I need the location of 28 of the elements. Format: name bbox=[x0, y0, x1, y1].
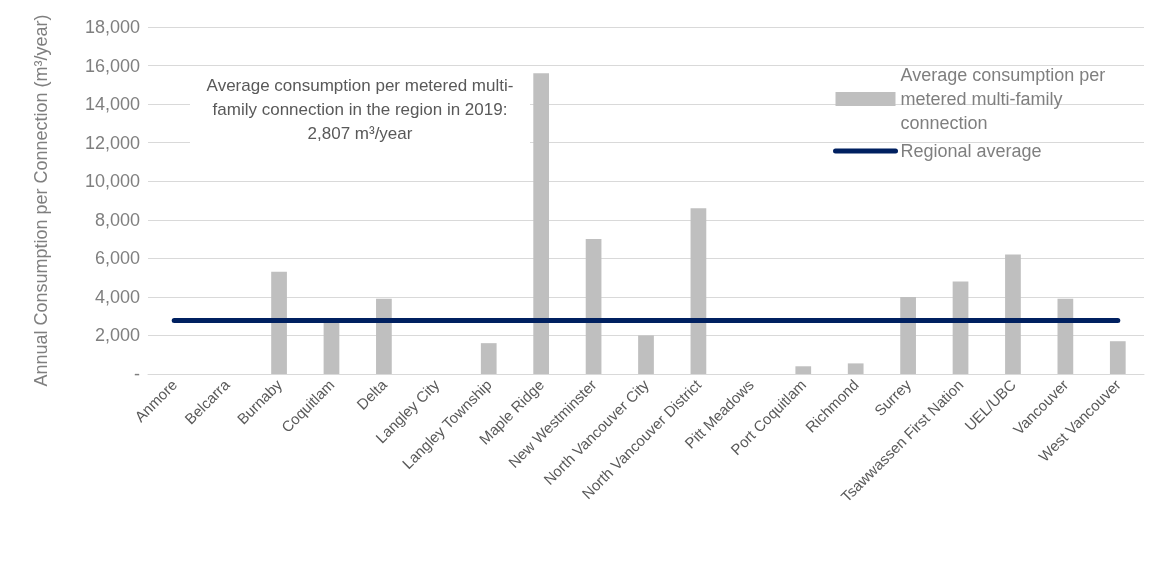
y-axis-title: Annual Consumption per Connection (m³/year) bbox=[31, 14, 51, 387]
y-tick-label: 12,000 bbox=[84, 132, 140, 153]
legend-label: Average consumption per metered multi-family connection bbox=[900, 65, 1111, 133]
bar bbox=[638, 335, 654, 374]
y-tick-label: - bbox=[134, 364, 140, 384]
y-tick-label: 10,000 bbox=[84, 171, 140, 192]
bar bbox=[480, 343, 497, 374]
bar bbox=[271, 271, 287, 374]
bar bbox=[585, 239, 602, 374]
bar bbox=[1109, 341, 1126, 374]
bar bbox=[847, 363, 864, 374]
y-tick-label: 6,000 bbox=[94, 248, 140, 269]
y-tick-label: 16,000 bbox=[84, 55, 140, 76]
y-tick-label: 4,000 bbox=[94, 286, 140, 307]
annotation: Average consumption per metered multi-family connection in the region in 2019: 2,807 m³/year bbox=[190, 72, 530, 148]
y-tick-label: 14,000 bbox=[84, 94, 140, 115]
bar bbox=[323, 321, 340, 374]
bar bbox=[690, 208, 707, 374]
legend-label: Regional average bbox=[900, 141, 1042, 161]
y-tick-label: 18,000 bbox=[84, 17, 140, 37]
bar bbox=[1005, 254, 1021, 374]
bar bbox=[795, 366, 812, 374]
bar bbox=[900, 296, 916, 374]
bar bbox=[376, 298, 392, 374]
bar bbox=[952, 281, 969, 374]
y-tick-label: 8,000 bbox=[94, 209, 140, 230]
bar bbox=[533, 73, 550, 374]
y-tick-label: 2,000 bbox=[94, 325, 140, 346]
